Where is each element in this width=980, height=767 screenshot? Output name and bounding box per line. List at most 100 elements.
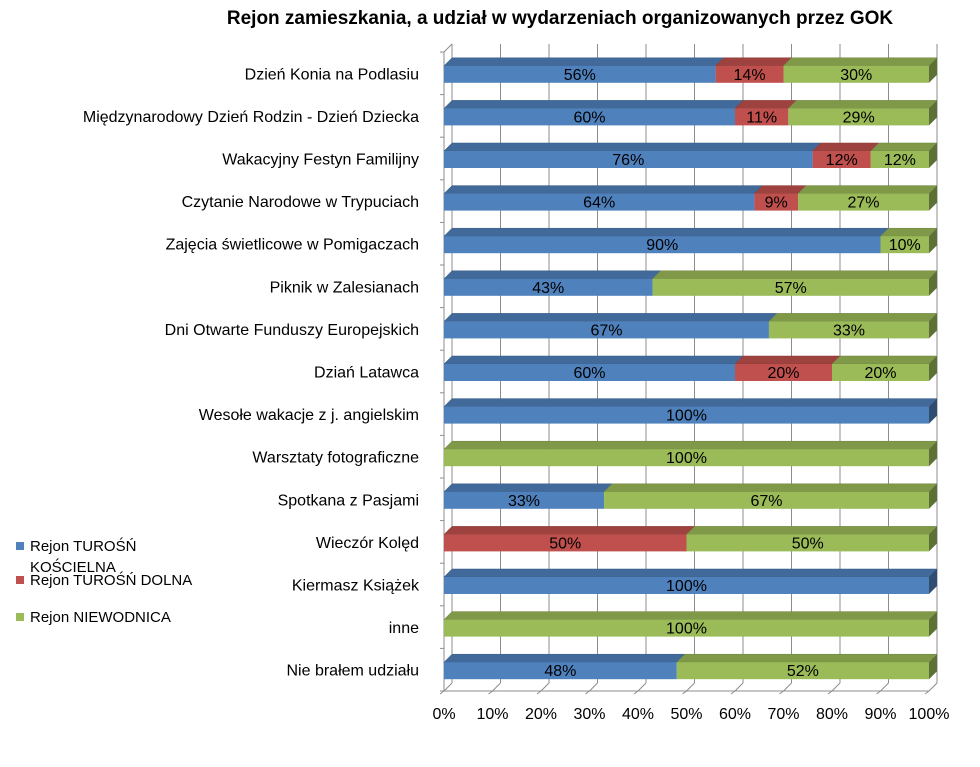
bar-top <box>768 313 938 322</box>
floor-gridline <box>686 682 695 692</box>
data-label: 67% <box>590 322 622 339</box>
legend-label: Rejon TUROŚŃ DOLNA <box>30 572 193 589</box>
bar-top <box>651 270 938 280</box>
x-tick <box>779 690 784 695</box>
bar-segment <box>788 108 929 126</box>
x-tick <box>633 690 639 695</box>
bar-segment <box>686 534 929 552</box>
bar-side <box>929 185 937 211</box>
category-label: Kiermasz Książek <box>292 578 420 595</box>
legend-swatch <box>16 613 24 621</box>
category-label: Dzień Konia na Podlasiu <box>245 66 419 83</box>
bar-side <box>929 270 937 296</box>
bar-side <box>929 356 937 381</box>
bar-segment <box>652 278 929 296</box>
bar-top <box>782 57 938 67</box>
bar-top <box>443 227 890 237</box>
bar-side <box>929 228 937 254</box>
bar-top <box>797 185 938 194</box>
legend-item: Rejon NIEWODNICA <box>12 607 232 628</box>
bar-top <box>443 270 662 280</box>
bar-top <box>443 313 778 322</box>
floor-gridline <box>540 682 550 692</box>
legend-swatch <box>16 542 24 550</box>
bar-top <box>831 355 938 365</box>
bar-side <box>929 398 937 424</box>
bar-segment <box>444 662 677 680</box>
bar-segment <box>444 236 881 254</box>
legend-label: Rejon NIEWODNICA <box>30 609 171 626</box>
bar-top <box>753 185 807 194</box>
data-label: 100% <box>666 578 707 595</box>
bar-top <box>443 653 686 663</box>
bar-side <box>929 441 937 467</box>
data-label: 64% <box>583 195 615 212</box>
category-label: Czytanie Narodowe w Trypuciach <box>182 194 419 211</box>
category-label: Wakacyjny Festyn Familijny <box>222 152 419 169</box>
bar-top <box>443 568 938 578</box>
data-label: 100% <box>666 450 707 467</box>
x-tick-label: 50% <box>670 706 702 723</box>
data-label: 100% <box>666 621 707 638</box>
bar-side <box>929 526 937 552</box>
legend-item: Rejon TUROŚŃ DOLNA <box>12 570 232 591</box>
data-label: 33% <box>833 322 865 339</box>
category-label: Warsztaty fotograficzne <box>252 450 419 467</box>
x-tick <box>585 690 590 695</box>
bar-top <box>714 57 793 67</box>
bar-top <box>443 440 938 450</box>
axis-corner <box>443 43 453 53</box>
category-label: Dni Otwarte Funduszy Europejskich <box>165 322 419 339</box>
category-label: Dziań Latawca <box>314 365 419 382</box>
data-label: 100% <box>666 408 707 425</box>
bar-segment <box>444 151 813 168</box>
data-label: 33% <box>508 493 540 510</box>
bar-segment <box>444 321 769 339</box>
bar-segment <box>812 151 871 168</box>
category-label: Wieczór Kolęd <box>316 535 419 552</box>
legend: Rejon TUROŚŃ KOŚCIELNA Rejon TUROŚŃ DOLNA… <box>12 536 232 640</box>
data-label: 60% <box>573 365 605 382</box>
bar-top <box>870 142 938 152</box>
bar-segment <box>735 108 789 126</box>
bar-segment <box>832 364 929 381</box>
bar-top <box>443 611 938 620</box>
bar-segment <box>444 278 653 296</box>
bar-top <box>734 100 797 109</box>
x-tick <box>924 690 930 695</box>
bar-segment <box>798 193 929 211</box>
x-tick-label: 20% <box>525 706 557 723</box>
bar-side <box>929 569 937 594</box>
bar-top <box>443 355 744 365</box>
bar-side <box>929 57 937 83</box>
bar-top <box>443 483 613 493</box>
category-label: Spotkana z Pasjami <box>278 492 419 509</box>
bar-segment <box>444 619 929 637</box>
floor-gridline <box>637 682 647 692</box>
data-label: 30% <box>840 67 872 84</box>
x-tick-label: 30% <box>573 706 605 723</box>
bar-side <box>929 483 937 509</box>
category-label: Piknik w Zalesianach <box>270 279 419 296</box>
bar-segment <box>754 193 799 211</box>
data-label: 50% <box>549 535 581 552</box>
bar-segment <box>880 236 929 254</box>
bar-segment <box>735 364 832 381</box>
bar-segment <box>444 108 735 126</box>
category-label: Nie brałem udziału <box>286 663 419 680</box>
data-label: 90% <box>646 237 678 254</box>
floor-gridline <box>589 682 598 692</box>
legend-label: Rejon TUROŚŃ KOŚCIELNA <box>30 538 137 576</box>
x-tick-label: 70% <box>767 706 799 723</box>
data-label: 56% <box>564 67 596 84</box>
bar-side <box>929 143 937 168</box>
bar-top <box>443 57 725 67</box>
bar-top <box>443 526 696 535</box>
bar-side <box>929 654 937 680</box>
floor-gridline <box>831 682 841 692</box>
data-label: 76% <box>612 152 644 169</box>
x-tick-label: 100% <box>909 706 950 723</box>
legend-swatch <box>16 576 24 584</box>
bar-segment <box>768 321 929 339</box>
